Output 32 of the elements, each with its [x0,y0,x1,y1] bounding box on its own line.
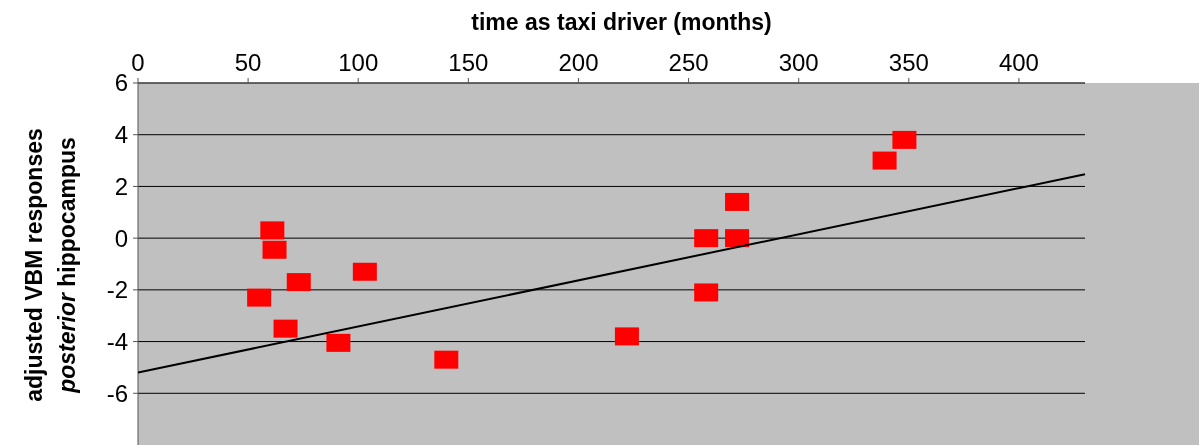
y-tick-label: -4 [106,327,128,355]
y-tick-label: 2 [114,172,128,200]
x-tick-label: 100 [338,49,379,76]
x-tick-label: 200 [558,49,599,76]
point [725,229,750,248]
x-tick-label: 150 [448,49,489,76]
y-tick-label: -6 [106,379,128,407]
point [694,229,719,248]
point [326,333,351,352]
x-tick-label: 0 [131,49,145,76]
x-tick-label: 350 [888,49,929,76]
y-tick-label: 4 [114,121,128,149]
point [273,319,298,338]
y-tick-label: 0 [114,224,128,252]
point [260,221,285,240]
point [892,130,917,149]
point [286,273,311,292]
point [614,327,639,346]
x-axis-title: time as taxi driver (months) [471,9,772,35]
x-tick-label: 400 [998,49,1039,76]
x-tick-label: 250 [668,49,709,76]
point [262,240,287,259]
point [352,262,377,281]
x-tick-label: 300 [778,49,819,76]
point [247,288,272,307]
x-tick-label: 50 [234,49,262,76]
y-tick-label: 6 [114,69,128,97]
point [434,350,459,369]
point [872,151,897,170]
y-tick-label: -2 [106,276,128,304]
point [725,192,750,211]
point [694,283,719,302]
